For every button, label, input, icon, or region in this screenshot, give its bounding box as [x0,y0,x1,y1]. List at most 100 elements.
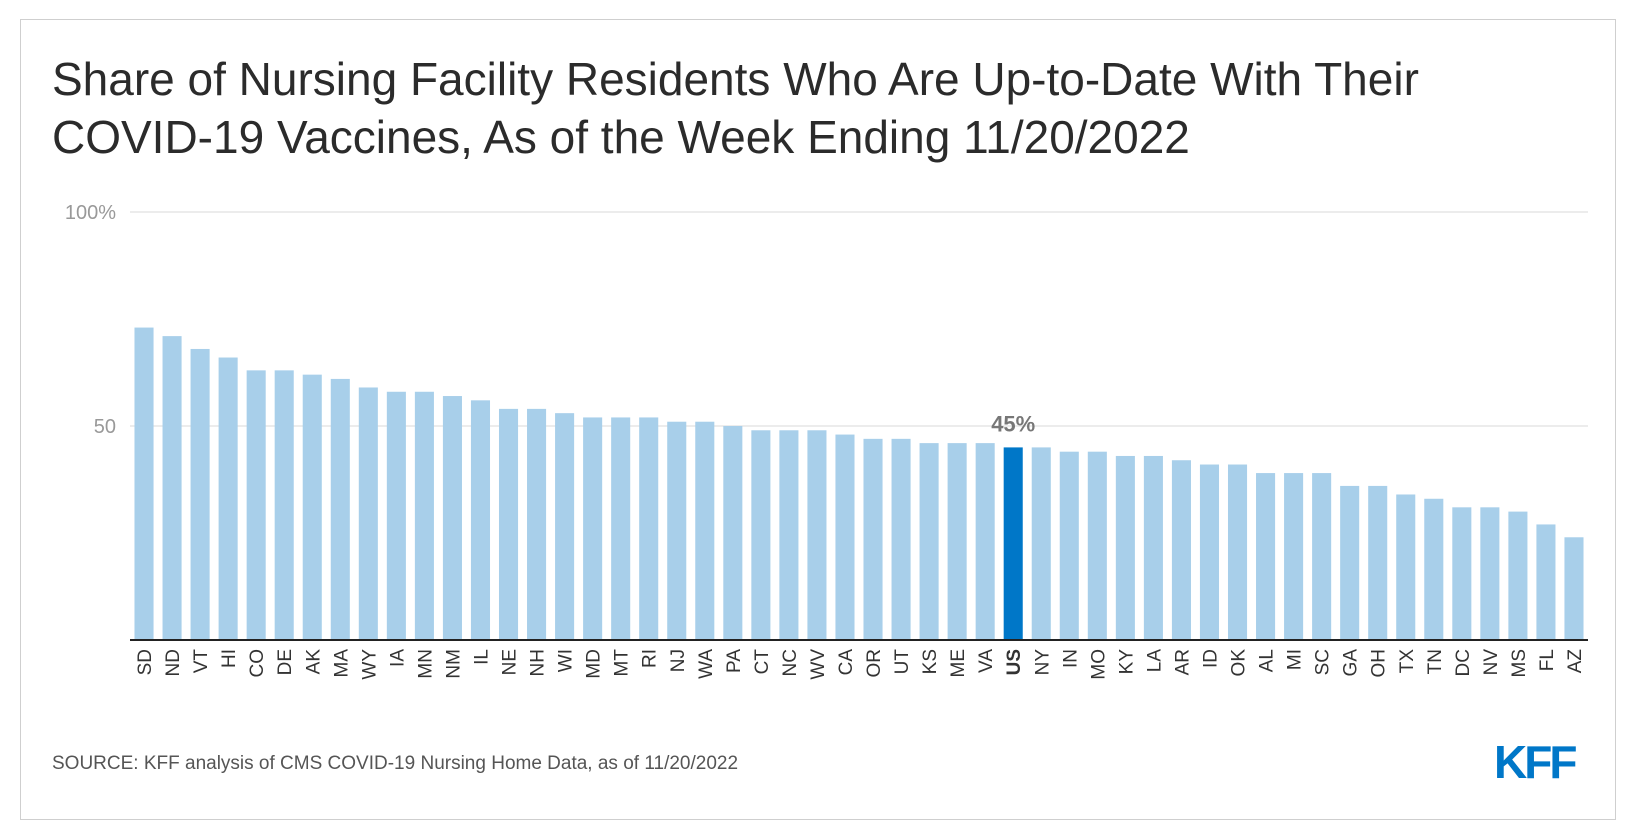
x-tick-label: FL [1537,649,1558,671]
bar [1143,455,1163,640]
bar [1087,451,1107,640]
x-tick-label: SD [135,649,156,675]
x-tick-label: LA [1144,649,1165,673]
bar [274,370,294,640]
x-tick-label: TN [1425,649,1446,674]
bar [1480,507,1500,640]
bar [302,374,322,640]
bar [1171,460,1191,640]
bar [695,421,715,640]
bar [947,443,967,640]
svg-text:KFF: KFF [1494,738,1576,788]
bar [891,438,911,640]
bar [807,430,827,640]
x-tick-label: SC [1313,649,1334,675]
bar [162,336,182,640]
x-tick-label: NC [780,649,801,676]
chart-frame [20,19,1616,820]
bar [1424,498,1444,640]
bar [611,417,631,640]
x-tick-label: NY [1032,649,1053,676]
x-tick-label: AL [1257,649,1278,672]
x-tick-label: UT [892,649,913,675]
x-tick-label: RI [640,649,661,668]
x-tick-label: ID [1200,649,1221,668]
bar [330,378,350,640]
x-tick-label: HI [219,649,240,668]
bar [1368,485,1388,640]
x-tick-label: MO [1088,649,1109,680]
bar [190,348,210,640]
x-tick-label: DC [1453,649,1474,676]
kff-logo: KFF [1494,738,1579,788]
bar [1508,511,1528,640]
bar [1003,447,1023,640]
x-tick-label: CA [836,649,857,676]
bar [358,387,378,640]
bar [1256,473,1276,640]
x-tick-label: KS [920,649,941,674]
bar [414,391,434,640]
bar [442,396,462,640]
source-note: SOURCE: KFF analysis of CMS COVID-19 Nur… [52,753,739,774]
bar [386,391,406,640]
bar [1312,473,1332,640]
x-tick-label: IL [471,649,492,665]
bar [975,443,995,640]
bar [246,370,266,640]
x-tick-label: AK [303,649,324,675]
x-tick-label: NE [500,649,521,675]
chart-title: Share of Nursing Facility Residents Who … [52,53,1419,163]
x-tick-label: CO [247,649,268,678]
x-tick-label: NH [528,649,549,676]
bar [470,400,491,640]
bar [639,417,659,640]
bar [1059,451,1079,640]
x-tick-label: IA [387,649,408,667]
bar [583,417,603,640]
x-tick-label: CT [752,649,773,675]
x-tick-label: PA [724,649,745,673]
x-tick-label: NV [1481,649,1502,676]
data-label: 45% [991,411,1035,436]
x-tick-label: IN [1060,649,1081,668]
bar [751,430,771,640]
bar [1340,485,1360,640]
x-tick-label: MS [1509,649,1530,678]
x-tick-label: WI [556,649,577,672]
x-tick-label: NM [443,649,464,679]
y-tick-label: 100% [65,202,116,224]
x-tick-label: MA [331,649,352,678]
bar [667,421,687,640]
bar [1536,524,1556,640]
bar [1199,464,1220,640]
bar [863,438,883,640]
bar [779,430,799,640]
x-tick-label: OK [1229,649,1250,677]
x-tick-label: ND [163,649,184,676]
x-tick-label: GA [1341,649,1362,677]
bar [1115,455,1135,640]
x-tick-label: OR [864,649,885,678]
bar [1031,447,1051,640]
bar [1284,473,1304,640]
x-tick-label: VT [191,649,212,674]
x-tick-label: WY [359,649,380,680]
x-tick-label: ME [948,649,969,678]
bar [527,408,547,640]
x-tick-label: OH [1369,649,1390,678]
bar [1227,464,1248,640]
x-tick-label: US [1004,649,1025,675]
x-tick-label: DE [275,649,296,675]
x-tick-label: MD [584,649,605,679]
bar [1396,494,1416,640]
bar [555,413,575,640]
x-tick-label: WV [808,649,829,680]
bar [835,434,855,640]
bar [919,443,939,640]
x-tick-label: KY [1116,649,1137,675]
x-tick-label: TX [1397,649,1418,674]
x-tick-label: MN [415,649,436,679]
bar [1564,537,1584,640]
